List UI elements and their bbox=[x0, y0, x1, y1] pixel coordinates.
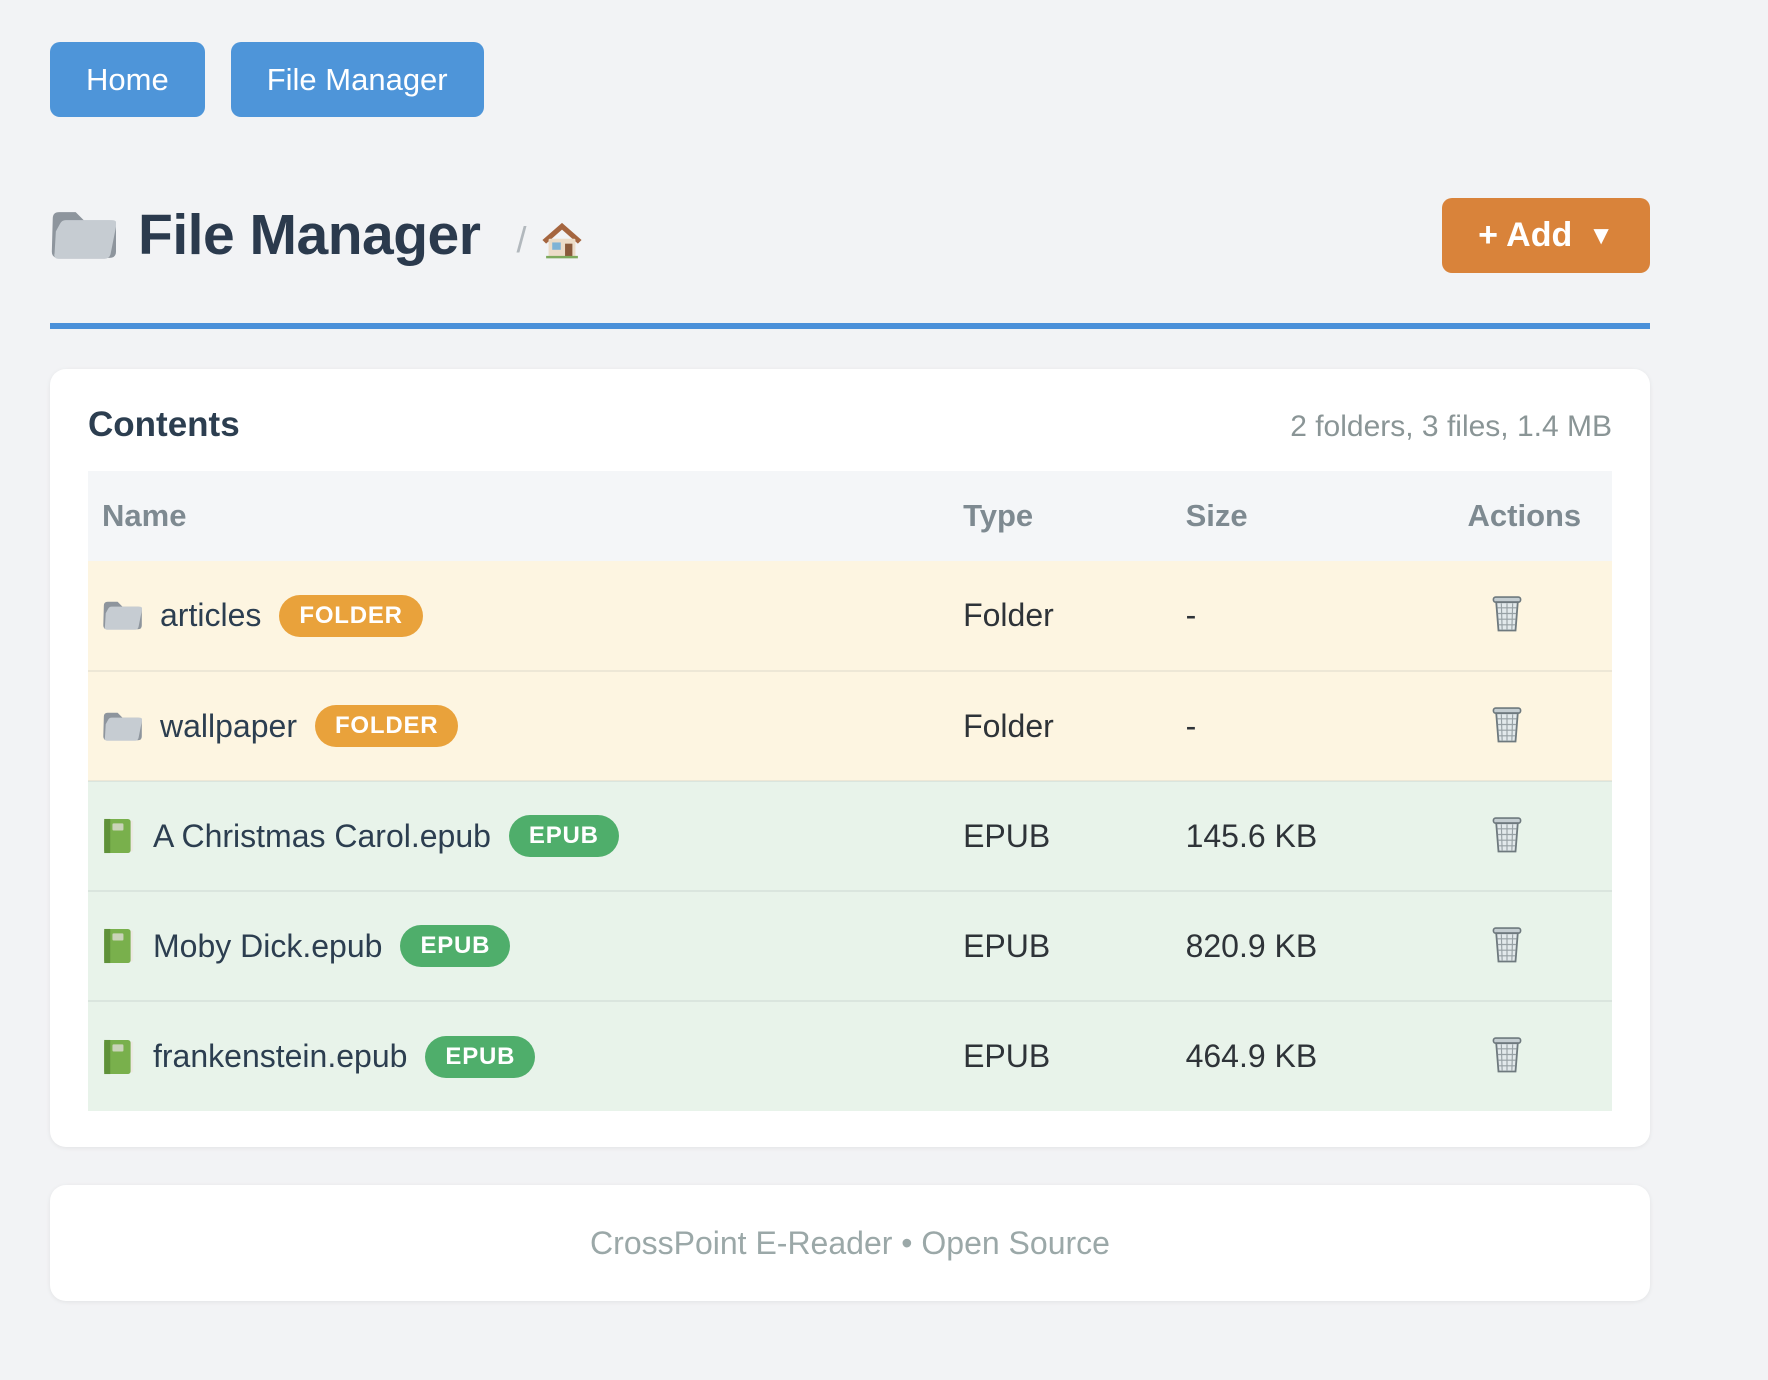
type-badge: FOLDER bbox=[314, 705, 459, 748]
entry-name-link[interactable]: frankenstein.epub bbox=[153, 1038, 408, 1075]
table-body: articles FOLDER Folder - bbox=[88, 561, 1612, 1112]
breadcrumb-separator: / bbox=[516, 219, 527, 261]
folder-icon bbox=[102, 710, 142, 743]
contents-heading: Contents bbox=[88, 405, 240, 445]
type-badge: EPUB bbox=[400, 925, 511, 968]
delete-button[interactable] bbox=[1486, 811, 1528, 858]
contents-card-header: Contents 2 folders, 3 files, 1.4 MB bbox=[88, 405, 1612, 445]
table-row: wallpaper FOLDER Folder - bbox=[88, 670, 1612, 782]
type-badge: EPUB bbox=[508, 815, 619, 858]
size-cell: 464.9 KB bbox=[1171, 1000, 1454, 1112]
table-row: A Christmas Carol.epub EPUB EPUB 145.6 K… bbox=[88, 780, 1612, 892]
entry-name-link[interactable]: articles bbox=[160, 597, 262, 634]
top-nav: Home File Manager bbox=[50, 42, 1650, 118]
delete-button[interactable] bbox=[1486, 921, 1528, 968]
column-header-name: Name bbox=[102, 498, 187, 534]
book-icon bbox=[102, 1038, 135, 1076]
entry-name-link[interactable]: A Christmas Carol.epub bbox=[153, 817, 491, 854]
type-cell: Folder bbox=[963, 597, 1054, 634]
folder-icon bbox=[50, 207, 116, 263]
size-cell: 820.9 KB bbox=[1171, 890, 1454, 1002]
entry-name-link[interactable]: wallpaper bbox=[160, 707, 297, 744]
footer-text: CrossPoint E-Reader • Open Source bbox=[590, 1224, 1110, 1261]
table-row: Moby Dick.epub EPUB EPUB 820.9 KB bbox=[88, 890, 1612, 1002]
contents-card: Contents 2 folders, 3 files, 1.4 MB Name… bbox=[50, 369, 1650, 1148]
caret-down-icon: ▼ bbox=[1588, 219, 1614, 250]
nav-home-button[interactable]: Home bbox=[50, 42, 205, 118]
type-badge: FOLDER bbox=[279, 594, 423, 637]
table-row: articles FOLDER Folder - bbox=[88, 561, 1612, 672]
size-cell: 145.6 KB bbox=[1171, 780, 1454, 892]
header-divider bbox=[50, 323, 1650, 330]
breadcrumb: / bbox=[516, 219, 584, 261]
column-header-type: Type bbox=[963, 498, 1034, 534]
trash-icon bbox=[1490, 594, 1524, 633]
add-button[interactable]: + Add ▼ bbox=[1442, 197, 1650, 273]
size-cell: - bbox=[1171, 670, 1454, 782]
column-header-size: Size bbox=[1185, 498, 1248, 534]
type-cell: EPUB bbox=[949, 1000, 1172, 1112]
trash-icon bbox=[1490, 705, 1524, 744]
delete-button[interactable] bbox=[1486, 1031, 1528, 1078]
type-cell: Folder bbox=[949, 670, 1172, 782]
size-cell: - bbox=[1185, 597, 1197, 634]
nav-file-manager-button[interactable]: File Manager bbox=[230, 42, 484, 118]
trash-icon bbox=[1490, 815, 1524, 854]
type-badge: EPUB bbox=[425, 1035, 536, 1078]
file-table: Name Type Size Actions bbox=[88, 471, 1612, 1112]
entry-name-link[interactable]: Moby Dick.epub bbox=[153, 927, 383, 964]
trash-icon bbox=[1490, 1035, 1524, 1074]
table-header-row: Name Type Size Actions bbox=[88, 471, 1612, 562]
page-header: File Manager / + Add ▼ bbox=[50, 193, 1650, 277]
delete-button[interactable] bbox=[1486, 701, 1528, 748]
footer: CrossPoint E-Reader • Open Source bbox=[50, 1185, 1650, 1302]
folder-icon bbox=[102, 599, 142, 632]
page: Home File Manager File Manager / bbox=[50, 42, 1650, 1302]
type-cell: EPUB bbox=[949, 780, 1172, 892]
contents-summary: 2 folders, 3 files, 1.4 MB bbox=[1290, 410, 1612, 444]
title-group: File Manager / bbox=[50, 202, 584, 268]
book-icon bbox=[102, 817, 135, 855]
add-button-label: + Add bbox=[1478, 215, 1573, 254]
book-icon bbox=[102, 927, 135, 965]
page-title: File Manager bbox=[138, 203, 481, 268]
table-row: frankenstein.epub EPUB EPUB 464.9 KB bbox=[88, 1000, 1612, 1112]
house-icon[interactable] bbox=[540, 219, 584, 261]
column-header-actions: Actions bbox=[1467, 498, 1582, 534]
trash-icon bbox=[1490, 925, 1524, 964]
type-cell: EPUB bbox=[949, 890, 1172, 1002]
delete-button[interactable] bbox=[1486, 590, 1528, 637]
